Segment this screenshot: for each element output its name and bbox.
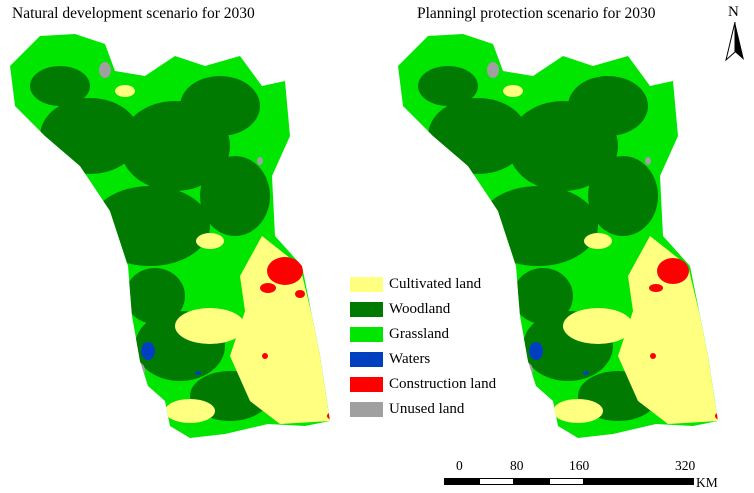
scale-segment — [514, 478, 549, 485]
north-label: N — [728, 4, 739, 20]
cultivated-land-patches — [115, 85, 330, 424]
legend-swatch — [350, 302, 383, 317]
scale-tick-label: 0 — [456, 458, 463, 473]
legend-item-waters: Waters — [350, 347, 496, 372]
map-title-protection: Planningl protection scenario for 2030 — [417, 5, 656, 22]
scale-segment — [479, 478, 514, 485]
legend-label: Cultivated land — [389, 276, 482, 292]
north-arrow-icon — [725, 22, 744, 62]
legend-item-unused: Unused land — [350, 397, 496, 422]
construction-land-patches — [260, 257, 330, 419]
scale-tick-label: 80 — [510, 458, 524, 473]
map-natural-development — [10, 34, 330, 438]
legend-swatch — [350, 352, 383, 367]
legend-swatch — [350, 402, 383, 417]
map-title-natural: Natural development scenario for 2030 — [12, 5, 255, 22]
legend-label: Waters — [389, 351, 431, 367]
legend-item-grassland: Grassland — [350, 322, 496, 347]
legend-item-construction: Construction land — [350, 372, 496, 397]
scale-tick-label: 320 — [675, 458, 696, 473]
scale-segment — [549, 478, 584, 485]
legend-label: Unused land — [389, 401, 465, 417]
scale-unit: KM — [696, 475, 718, 490]
legend-swatch — [350, 277, 383, 292]
scale-tick-label: 160 — [569, 458, 590, 473]
waters-patches — [529, 342, 589, 375]
legend-item-woodland: Woodland — [350, 297, 496, 322]
legend-label: Grassland — [389, 326, 449, 342]
construction-land-patches — [649, 258, 718, 419]
cultivated-land-patches — [503, 85, 718, 424]
waters-patches — [141, 342, 201, 375]
scale-segment — [444, 478, 479, 485]
map-planning-protection — [398, 34, 718, 438]
legend-item-cultivated: Cultivated land — [350, 272, 496, 297]
legend-swatch — [350, 327, 383, 342]
legend-label: Construction land — [389, 376, 497, 392]
scale-bar: 0 80 160 320 KM — [444, 458, 734, 492]
legend-swatch — [350, 377, 383, 392]
north-arrow: N — [722, 4, 748, 62]
legend-label: Woodland — [389, 301, 451, 317]
scale-segment — [584, 478, 694, 485]
legend: Cultivated land Woodland Grassland Water… — [350, 272, 496, 422]
